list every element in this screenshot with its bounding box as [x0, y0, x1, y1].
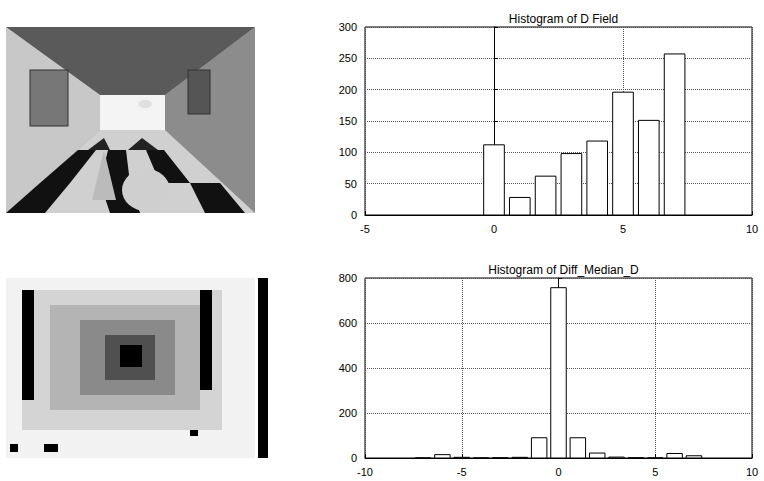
svg-text:5: 5 [620, 223, 626, 235]
svg-text:10: 10 [746, 466, 758, 478]
svg-text:Histogram of Diff_Median_D: Histogram of Diff_Median_D [488, 263, 639, 277]
svg-text:10: 10 [746, 223, 758, 235]
svg-text:-10: -10 [357, 466, 373, 478]
svg-text:300: 300 [339, 21, 357, 33]
svg-text:0: 0 [555, 466, 561, 478]
svg-text:Histogram of D Field: Histogram of D Field [509, 12, 618, 26]
svg-text:400: 400 [339, 362, 357, 374]
svg-text:5: 5 [652, 466, 658, 478]
svg-text:50: 50 [345, 178, 357, 190]
svg-text:100: 100 [339, 146, 357, 158]
svg-text:600: 600 [339, 317, 357, 329]
svg-text:0: 0 [351, 209, 357, 221]
svg-text:0: 0 [491, 223, 497, 235]
svg-text:-5: -5 [360, 223, 370, 235]
svg-text:250: 250 [339, 52, 357, 64]
svg-text:800: 800 [339, 272, 357, 284]
svg-text:150: 150 [339, 115, 357, 127]
svg-text:0: 0 [351, 452, 357, 464]
svg-text:-5: -5 [457, 466, 467, 478]
svg-text:200: 200 [339, 407, 357, 419]
svg-text:200: 200 [339, 84, 357, 96]
